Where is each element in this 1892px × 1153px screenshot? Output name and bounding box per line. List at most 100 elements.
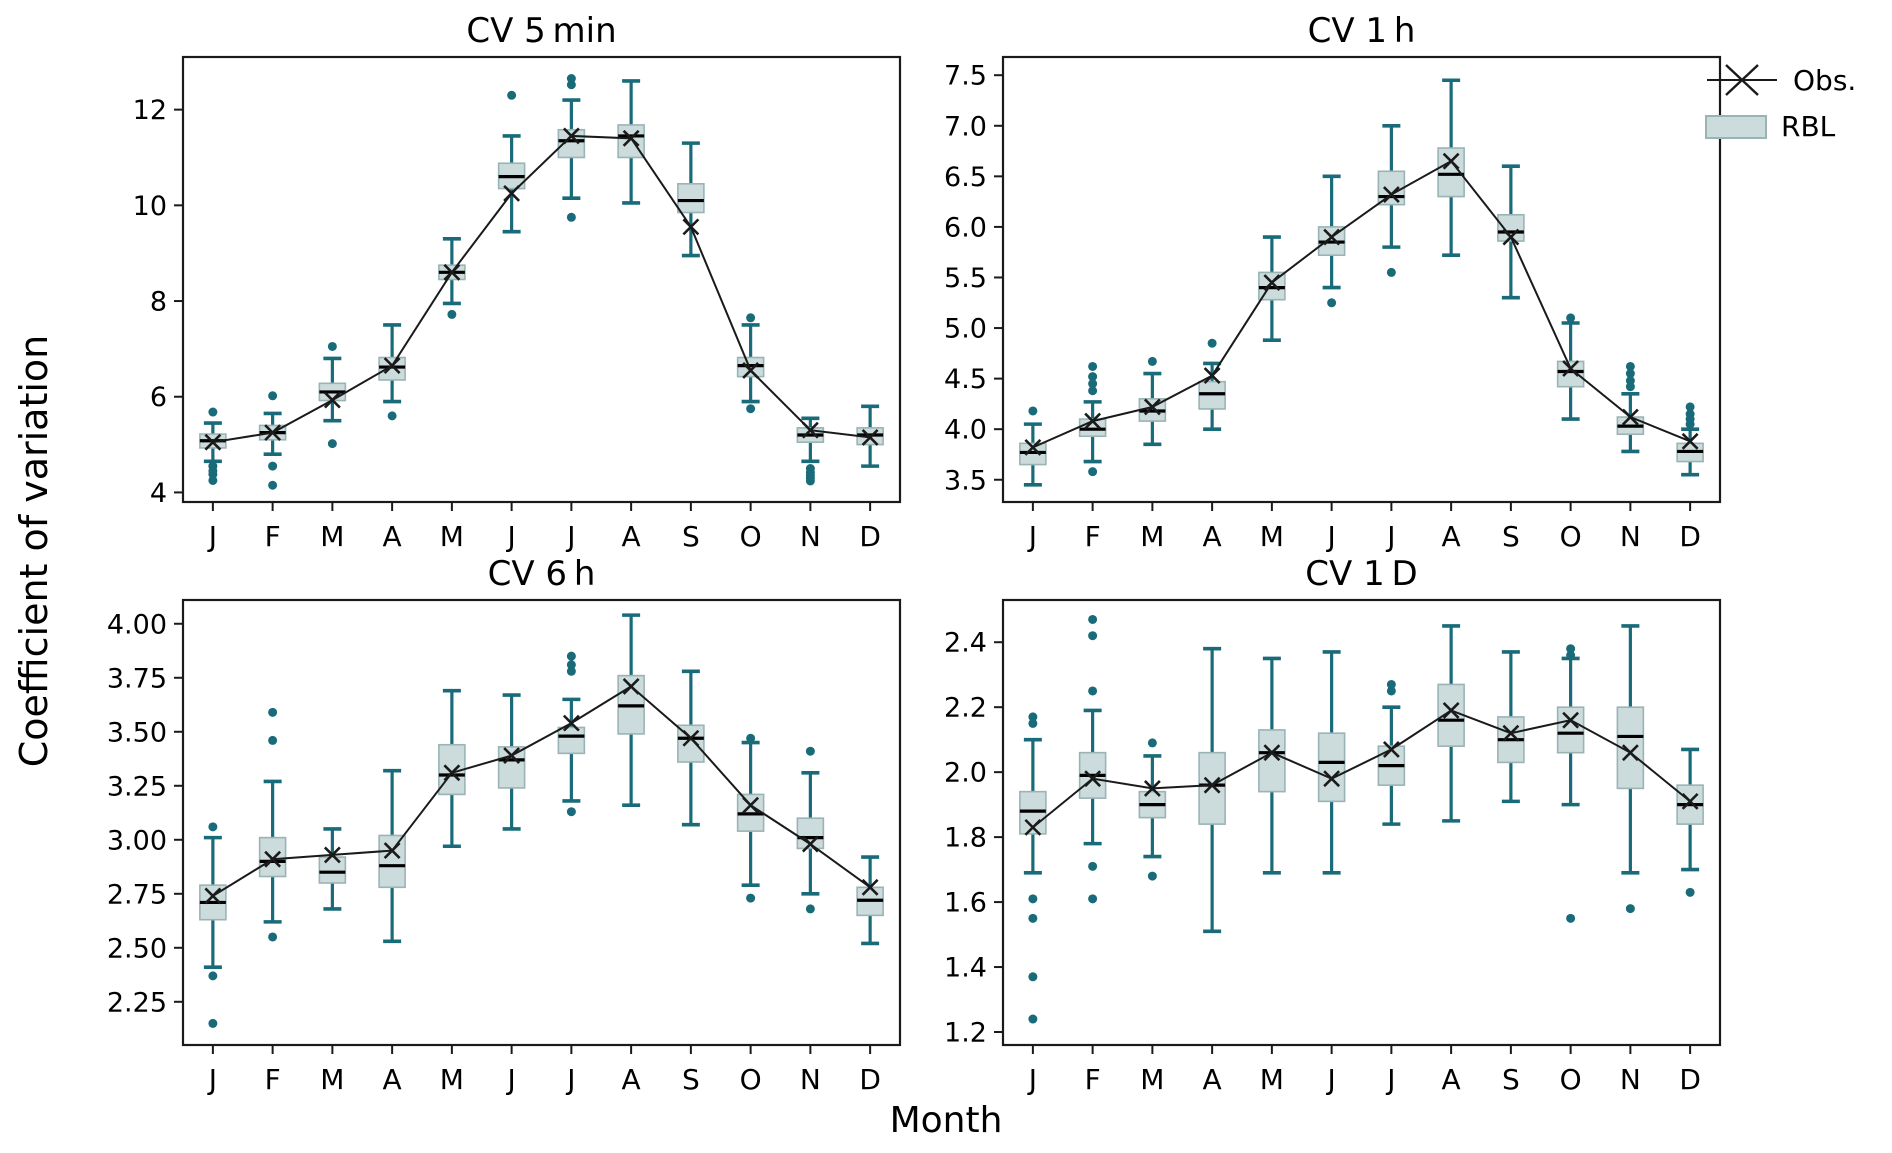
boxplot-month-1 [258,707,287,942]
x-tick-label: M [320,1063,344,1096]
boxplot-month-5 [1317,174,1346,308]
outlier-dot [805,904,815,914]
x-tick-label: F [1085,520,1101,553]
y-tick-label: 2.2 [944,693,987,724]
outlier-dot [1088,614,1098,624]
boxplot-month-3 [378,768,406,944]
axes-spines [1001,55,1722,504]
x-tick-label: O [1560,520,1582,553]
outlier-dot [566,80,576,90]
y-tick-label: 6.5 [944,162,987,193]
boxplot-month-8 [677,141,705,258]
rbl-box-swatch-icon [1705,114,1767,139]
x-tick-label: M [1140,520,1164,553]
x-tick-label: J [207,1063,217,1096]
outlier-dot [566,666,576,676]
boxplot-month-7 [617,79,645,205]
iqr-box [557,726,586,755]
obs-x-marker [503,747,521,764]
x-tick-label: M [1140,1063,1164,1096]
outlier-dot [268,735,278,745]
y-tick-label: 6 [150,382,167,413]
obs-x-marker [383,357,401,375]
boxplot-month-8 [677,669,705,827]
boxplot-month-0 [1019,712,1047,1024]
x-tick-label: O [1560,1063,1582,1096]
boxplot-month-11 [856,855,884,946]
boxplot-month-5 [497,90,526,234]
outlier-dot [208,971,218,981]
boxplot-month-11 [1676,747,1704,897]
obs-x-marker [1681,792,1699,810]
outlier-dot [208,469,218,479]
outlier-dot [1625,382,1635,392]
outlier-dot [746,733,756,743]
obs-x-marker [1203,776,1221,794]
x-tick-label: O [740,520,762,553]
x-tick-label: S [1502,520,1520,553]
outlier-dot [1566,644,1576,654]
outlier-dot [268,461,278,471]
x-tick-label: J [1027,1063,1037,1096]
y-tick-label: 3.75 [107,663,167,694]
x-tick-label: A [622,1063,641,1096]
obs-x-marker [383,842,401,860]
boxplot-month-10 [1616,624,1645,914]
outlier-dot [447,309,457,319]
boxplot-month-4 [1258,235,1286,342]
x-tick-label: J [505,1063,515,1096]
panel-title-cv-1h: CV 1 h [1307,11,1416,51]
x-tick-label: D [1679,1063,1701,1096]
iqr-box [1377,170,1406,206]
boxplot-month-5 [1317,650,1346,875]
x-tick-label: N [800,520,821,553]
y-tick-label: 2.0 [944,758,987,789]
obs-x-marker [1502,228,1520,246]
x-tick-label: M [320,520,344,553]
boxplot-month-2 [1138,738,1167,881]
outlier-dot [268,707,278,717]
panel-plot-1: 3.5 4.0 4.5 5.0 5.5 6.0 6.5 7.0 7.5 J F M A M J J A S O N D [944,55,1722,553]
x-tick-label: A [1442,520,1461,553]
y-tick-label: 1.8 [944,823,987,854]
y-tick-label: 2.75 [107,879,167,910]
obs-x-marker [1084,412,1102,430]
x-tick-label: J [565,1063,575,1096]
x-tick-label: M [440,1063,464,1096]
y-tick-label: 7.5 [944,61,987,92]
iqr-box [378,834,406,889]
boxplot-month-9 [1556,644,1585,923]
outlier-dot [805,746,815,756]
iqr-box [1198,751,1226,825]
boxplot-month-4 [438,688,466,849]
boxplot-month-2 [318,827,347,911]
boxplot-month-6 [557,651,586,817]
outlier-dot [746,893,756,903]
x-tick-label: J [1027,520,1037,553]
outlier-dot [1147,356,1157,366]
boxplot-month-9 [1556,313,1585,421]
y-tick-label: 3.50 [107,717,167,748]
x-tick-label: M [1260,1063,1284,1096]
x-tick-label: A [383,1063,402,1096]
obs-x-marker [1084,770,1102,788]
boxplot-month-6 [557,74,586,222]
obs-x-marker [1621,408,1639,426]
boxplot-month-2 [1138,356,1167,447]
y-tick-label: 10 [133,191,167,222]
y-tick-label: 7.0 [944,111,987,142]
outlier-dot [1207,338,1217,348]
obs-x-marker [1323,228,1341,246]
x-tick-label: N [1620,520,1641,553]
obs-x-marker [503,184,521,202]
boxplot-month-3 [1198,338,1226,431]
outlier-dot [1386,679,1396,689]
obs-x-marker [682,729,700,747]
outlier-dot [566,212,576,222]
boxplot-month-9 [736,313,765,414]
boxplot-month-9 [736,733,765,903]
x-tick-label: A [1203,520,1222,553]
obs-x-marker [1621,744,1639,762]
obs-x-marker [204,887,222,905]
obs-line-x-marker-icon [1707,64,1777,96]
